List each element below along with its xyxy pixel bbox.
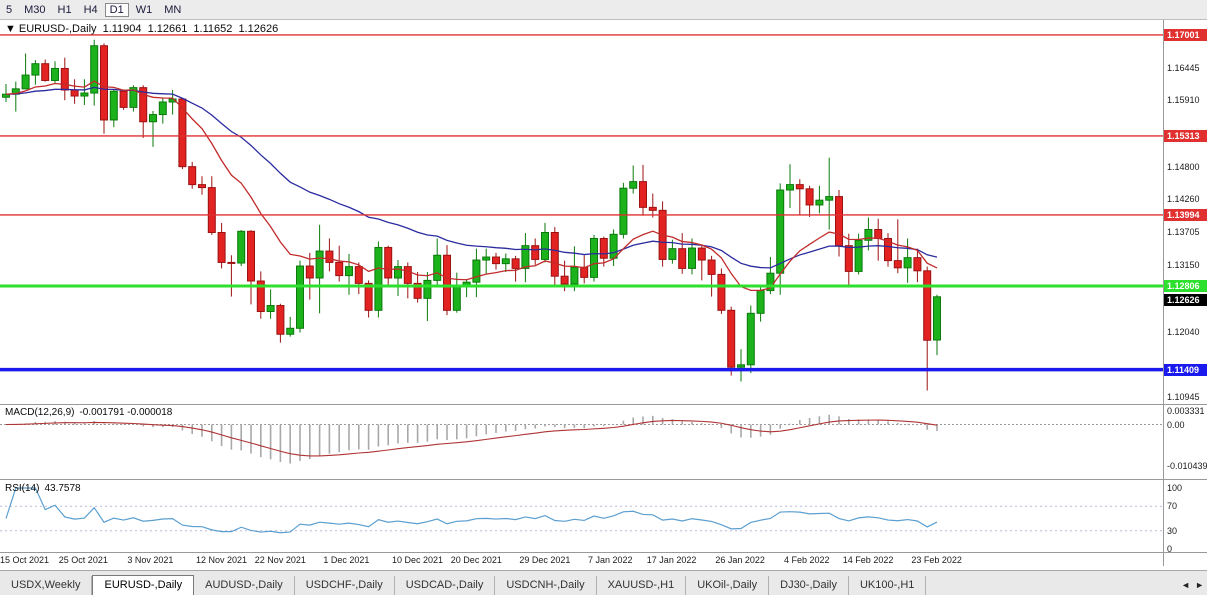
timeframe-toolbar: 5 M30 H1 H4 D1 W1 MN xyxy=(0,0,1207,20)
chart-tab-uk100-h1[interactable]: UK100-,H1 xyxy=(848,576,927,595)
chart-tab-xauusd-h1[interactable]: XAUUSD-,H1 xyxy=(596,576,687,595)
tabbar-scroll-right-icon[interactable]: ► xyxy=(1195,580,1204,590)
tabbar-scroll-left-icon[interactable]: ◄ xyxy=(1181,580,1191,590)
chart-tab-dj30-daily[interactable]: DJ30-,Daily xyxy=(769,576,849,595)
timeframe-button-5[interactable]: 5 xyxy=(6,3,13,16)
chart-tab-usdcnh-daily[interactable]: USDCNH-,Daily xyxy=(495,576,597,595)
timeframe-button-w1[interactable]: W1 xyxy=(135,3,153,16)
timeframe-button-h4[interactable]: H4 xyxy=(83,3,98,16)
chart-tab-ukoil-daily[interactable]: UKOil-,Daily xyxy=(686,576,770,595)
timeframe-button-h1[interactable]: H1 xyxy=(57,3,72,16)
chart-tab-audusd-daily[interactable]: AUDUSD-,Daily xyxy=(194,576,295,595)
timeframe-button-d1[interactable]: D1 xyxy=(104,2,129,17)
chart-tab-usdx-weekly[interactable]: USDX,Weekly xyxy=(0,576,93,595)
chart-tab-usdchf-daily[interactable]: USDCHF-,Daily xyxy=(294,576,395,595)
timeframe-button-mn[interactable]: MN xyxy=(164,3,182,16)
chart-tab-eurusd-daily[interactable]: EURUSD-,Daily xyxy=(92,575,195,595)
timeframe-button-m30[interactable]: M30 xyxy=(24,3,46,16)
tabbar-nav: ◄ ► xyxy=(1181,580,1204,590)
chart-tabs: USDX,Weekly EURUSD-,Daily AUDUSD-,Daily USD… xyxy=(0,571,927,595)
chart-tab-usdcad-daily[interactable]: USDCAD-,Daily xyxy=(394,576,496,595)
chart-tab-bar: USDX,Weekly EURUSD-,Daily AUDUSD-,Daily USD… xyxy=(0,570,1207,595)
